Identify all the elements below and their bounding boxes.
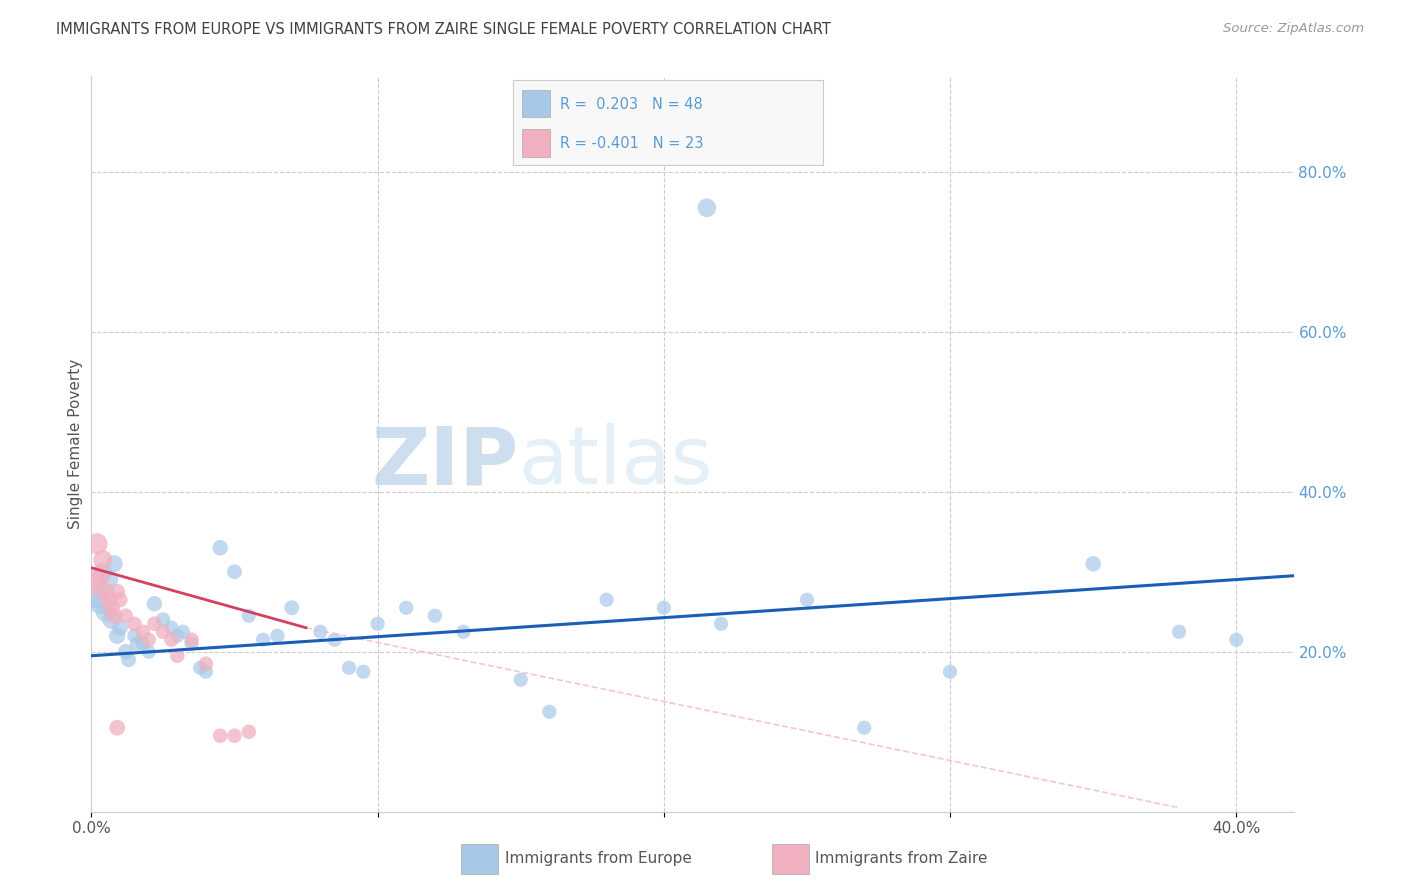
Point [94,584,117,599]
Point [696,201,718,215]
Point [224,729,246,743]
Text: Immigrants from Zaire: Immigrants from Zaire [815,851,988,866]
Point [209,729,232,743]
Point [188,661,211,675]
Point [710,616,733,631]
Point [194,665,217,679]
Point [160,632,183,647]
Point [138,632,160,647]
Point [143,616,166,631]
Point [395,600,418,615]
Point [152,613,174,627]
Point [103,608,125,623]
Point [100,613,122,627]
Text: R =  0.203   N = 48: R = 0.203 N = 48 [560,96,703,112]
FancyBboxPatch shape [772,844,808,874]
Point [94,605,117,619]
Point [132,624,155,639]
Text: IMMIGRANTS FROM EUROPE VS IMMIGRANTS FROM ZAIRE SINGLE FEMALE POVERTY CORRELATIO: IMMIGRANTS FROM EUROPE VS IMMIGRANTS FRO… [56,22,831,37]
Point [166,648,188,663]
Point [86,537,108,551]
Text: atlas: atlas [519,423,713,501]
Point [105,721,128,735]
Point [172,624,194,639]
Point [91,565,114,579]
Point [509,673,531,687]
Point [117,653,139,667]
Point [124,629,146,643]
Point [166,629,188,643]
Point [1081,557,1104,571]
Point [160,621,183,635]
Point [266,629,288,643]
Point [194,657,217,671]
Point [114,645,136,659]
Point [105,584,128,599]
Point [89,597,111,611]
Text: Immigrants from Europe: Immigrants from Europe [505,851,692,866]
Point [423,608,446,623]
Point [97,592,120,607]
Point [143,597,166,611]
Point [652,600,675,615]
Point [108,592,131,607]
Point [124,616,146,631]
Point [238,724,260,739]
Point [939,665,962,679]
Point [97,573,120,587]
Point [180,632,202,647]
Text: R = -0.401   N = 23: R = -0.401 N = 23 [560,136,703,152]
Point [1168,624,1191,639]
Point [132,637,155,651]
Point [538,705,561,719]
FancyBboxPatch shape [523,89,550,117]
Point [337,661,360,675]
Point [108,621,131,635]
Point [103,557,125,571]
Point [367,616,389,631]
Point [209,541,232,555]
Point [114,608,136,623]
Point [105,629,128,643]
Point [91,553,114,567]
Point [86,589,108,603]
Point [453,624,475,639]
Point [83,576,105,591]
Point [89,568,111,582]
Point [281,600,304,615]
Y-axis label: Single Female Poverty: Single Female Poverty [67,359,83,529]
Point [252,632,274,647]
Point [127,637,149,651]
Point [224,565,246,579]
FancyBboxPatch shape [523,129,550,157]
Point [796,592,818,607]
Point [100,600,122,615]
Point [152,624,174,639]
Text: ZIP: ZIP [371,423,519,501]
Point [1225,632,1247,647]
Point [309,624,332,639]
FancyBboxPatch shape [461,844,498,874]
Text: Source: ZipAtlas.com: Source: ZipAtlas.com [1223,22,1364,36]
Point [238,608,260,623]
Point [323,632,346,647]
Point [595,592,617,607]
Point [352,665,374,679]
Point [138,645,160,659]
Point [180,637,202,651]
Point [853,721,876,735]
